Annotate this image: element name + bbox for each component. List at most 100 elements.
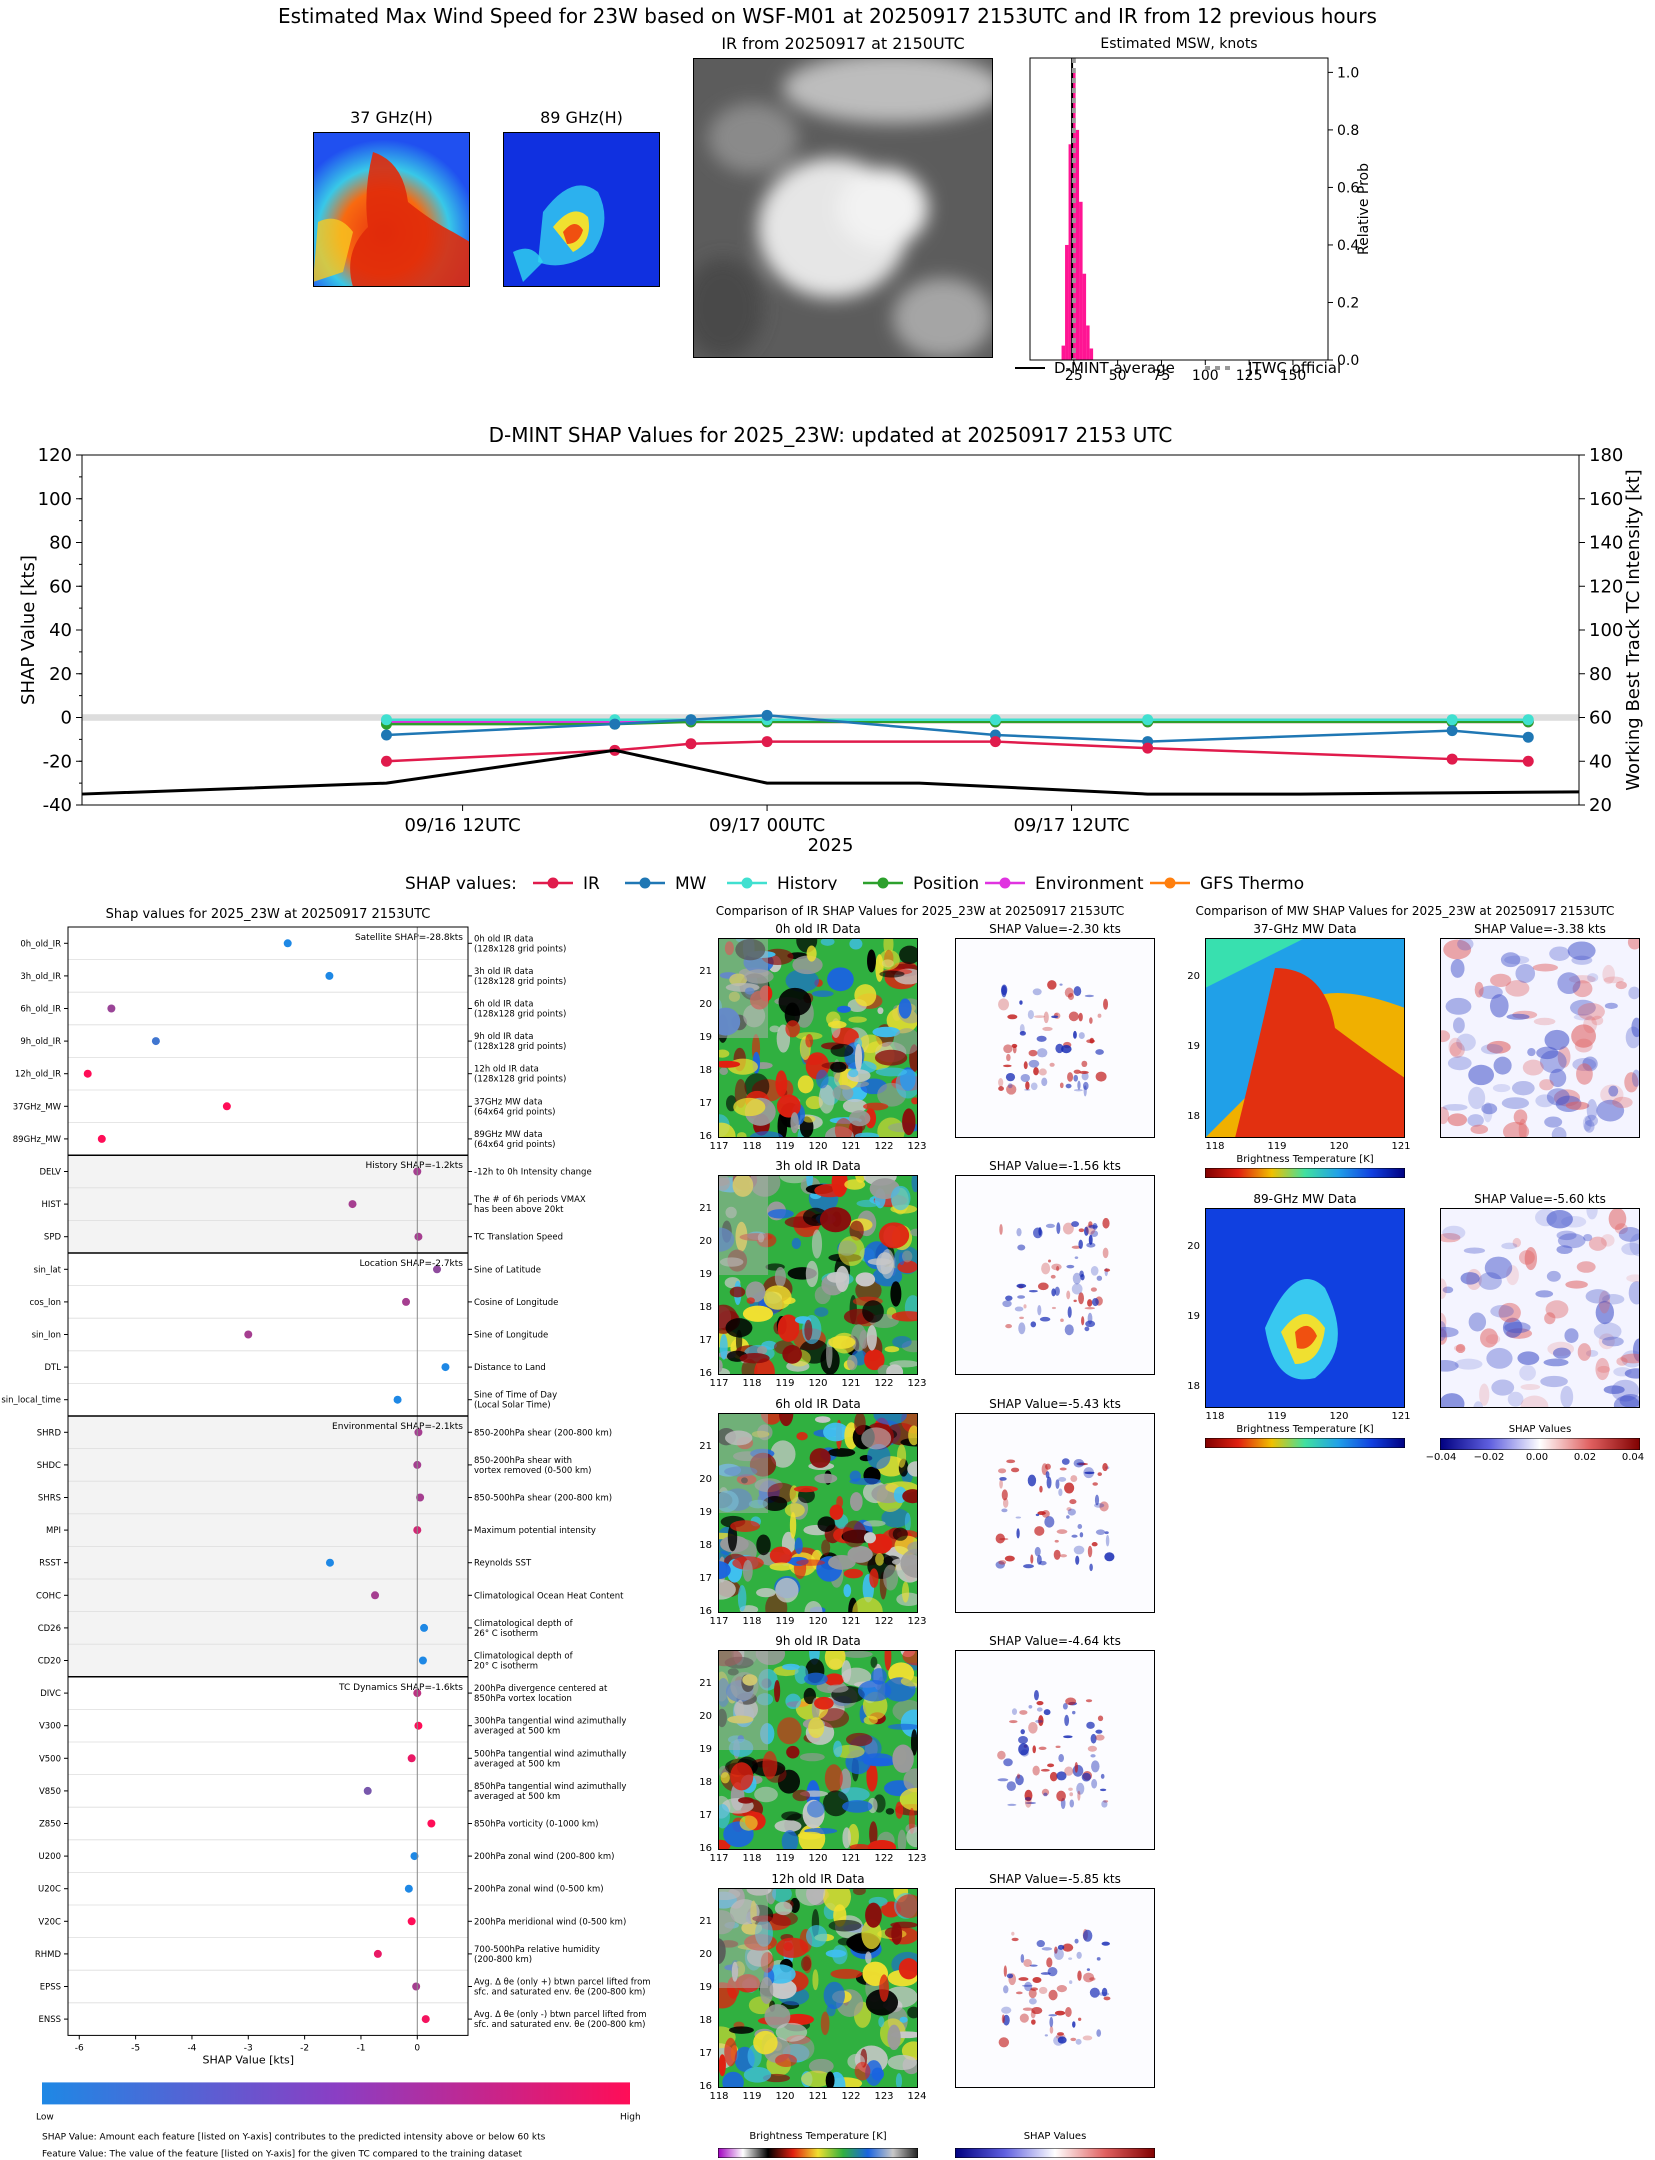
ir-map-blob (875, 1553, 885, 1566)
shap-map-blob (1070, 2037, 1077, 2042)
ir-map-blob (737, 1585, 747, 1612)
ir-map-blob (908, 1807, 915, 1834)
shap-map-blob (1442, 1225, 1466, 1240)
ytick-label: 40 (49, 620, 72, 641)
ir-map-blob (718, 1122, 736, 1138)
shap-map-blob (1586, 1208, 1598, 1220)
shap-map-blob (1056, 1265, 1060, 1272)
shap-map-blob (1027, 1474, 1037, 1487)
ytick-right-label: 120 (1589, 576, 1623, 597)
ir-map-blob (870, 1656, 878, 1668)
shap-map-blob (1490, 973, 1512, 987)
shap-map-blob (1628, 1281, 1640, 1305)
shap-map-blob (1448, 1037, 1463, 1057)
ir-map-blob (890, 1185, 911, 1211)
ir-xtick-label: 119 (775, 1141, 795, 1152)
shap-map-blob (1612, 1096, 1633, 1109)
shap-map-blob (1038, 1715, 1044, 1727)
shap-map-blob (1087, 1299, 1093, 1307)
shap-map-blob (1001, 985, 1007, 998)
shap-map-blob (1006, 1053, 1011, 1062)
shap-map-blob (1505, 980, 1530, 997)
series-point-ir (1142, 742, 1154, 754)
shap-map-blob (1440, 1312, 1447, 1332)
ir-ytick-label: 17 (699, 1335, 712, 1346)
shap-map-blob (1084, 1226, 1089, 1236)
ir-map-blob (828, 1554, 856, 1570)
ir-map-blob (806, 1800, 825, 1818)
shap-map-blob (1544, 1029, 1570, 1051)
shap-map-blob (1103, 1996, 1111, 2001)
shap-map-blob (1081, 1072, 1089, 1081)
shap-map-blob (1078, 1462, 1089, 1466)
ir-map-blob (769, 1562, 794, 1571)
shap-map-blob (1549, 946, 1570, 961)
shap-map-blob (1029, 1964, 1038, 1967)
shap-map-blob (1595, 1357, 1610, 1381)
shap-map-blob (1018, 1977, 1029, 1981)
ir-xtick-label: 118 (742, 1616, 762, 1627)
shap-map-blob (1493, 1056, 1512, 1075)
shap-map-blob (1030, 1554, 1034, 1564)
mw-row-title: 89-GHz MW Data (1253, 1192, 1357, 1206)
feature-name: 3h_old_IR (20, 972, 61, 982)
ir-map-blob (739, 1353, 770, 1364)
ir-row-title: 9h old IR Data (775, 1634, 861, 1648)
ir-map-blob (756, 1534, 771, 1556)
ytick-right-label: 180 (1589, 445, 1623, 466)
mw-shap-colorbar (1440, 1438, 1640, 1450)
series-point-ir (989, 736, 1001, 748)
shap-map-blob (1546, 1209, 1573, 1229)
mw-comparison-title: Comparison of MW SHAP Values for 2025_23… (1195, 904, 1615, 918)
map-frame (1205, 938, 1405, 1138)
ytick-right-label: 40 (1589, 751, 1612, 772)
shap-map-background (955, 1413, 1155, 1613)
feature-point (97, 1134, 106, 1143)
shap-map-blob (1028, 1289, 1038, 1293)
shap-map-blob (1038, 1227, 1042, 1236)
shap-map-blob (1067, 1072, 1074, 1082)
group-label: Satellite SHAP=-28.8kts (355, 933, 463, 943)
ir-xtick-label: 121 (841, 1853, 861, 1864)
series-point-mw (685, 714, 697, 726)
shap-map-blob (1024, 1088, 1031, 1091)
ir-map-blob (843, 1568, 864, 1579)
ir-map-blob (890, 1921, 918, 1929)
shap-map-blob (1068, 993, 1074, 1001)
ir-map-blob (749, 1131, 784, 1138)
feature-description: 850-200hPa shear (200-800 km) (474, 1428, 612, 1438)
feature-name: ENSS (38, 2015, 61, 2025)
feature-description: 9h old IR data (474, 1032, 533, 1042)
ir-xtick-label: 123 (907, 1141, 927, 1152)
msw-bar (1086, 325, 1090, 360)
ir-map-blob (866, 1762, 878, 1792)
shap-map-blob (1070, 1475, 1078, 1483)
legend-marker-position (877, 877, 889, 889)
ir-xtick-label: 121 (841, 1378, 861, 1389)
shap-map-blob (1468, 1064, 1494, 1086)
ir-map-blob (865, 2060, 883, 2086)
shap-map-blob (1074, 1256, 1079, 1260)
shap-timeseries-chart: D-MINT SHAP Values for 2025_23W: updated… (18, 423, 1644, 890)
ir-ytick-label: 17 (699, 1810, 712, 1821)
shap-map-blob (1585, 1350, 1599, 1357)
msw-ytick-label: 1.0 (1337, 65, 1359, 81)
shap-map-blob (1006, 1084, 1017, 1095)
ir-map-blob (899, 2016, 908, 2023)
shap-map-background (955, 1175, 1155, 1375)
ir-map-blob (785, 1020, 800, 1038)
shap-map-blob (1567, 941, 1596, 961)
ir-shap-title: SHAP Value=-1.56 kts (989, 1159, 1121, 1173)
ir-map-blob (896, 1894, 918, 1919)
shap-map-blob (1011, 1931, 1015, 1936)
panel-89ghz-title: 89 GHz(H) (540, 108, 623, 127)
shap-map-blob (1077, 1080, 1081, 1090)
feature-point (421, 2015, 430, 2024)
ir-map-blob (804, 1319, 813, 1341)
shap-map-blob (1047, 980, 1057, 990)
shap-map-blob (1054, 1286, 1060, 1296)
feature-point (222, 1102, 231, 1111)
shap-map-blob (1043, 1011, 1049, 1024)
shap-map-blob (1062, 1702, 1068, 1710)
ir-map-blob (806, 1175, 814, 1188)
